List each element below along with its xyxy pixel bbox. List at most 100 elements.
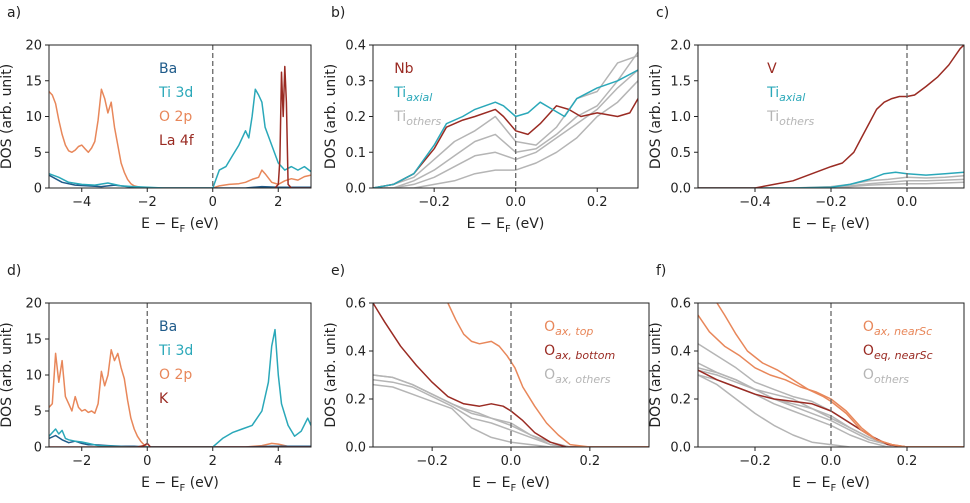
legend-text: O (544, 319, 555, 335)
x-tick-label: −4 (72, 195, 91, 210)
series-line-ti-3d (49, 328, 311, 447)
series-line-ti-others-2 (373, 51, 638, 188)
y-tick-label: 0 (34, 441, 42, 456)
y-tick-label: 0.0 (670, 182, 691, 197)
legend-entry: Oax, bottom (544, 343, 615, 362)
x-axis-label-sub: F (179, 224, 185, 235)
y-tick-label: 0.2 (345, 393, 366, 408)
panel-b: −0.2 0.0 0.2 0.0 0.1 0.2 0.3 0.4 E − EF (eV) DOS … (323, 5, 639, 235)
x-axis-label-main: E − E (141, 475, 179, 491)
x-tick-label: −0.2 (416, 454, 448, 469)
x-tick-label: −0.4 (739, 195, 771, 210)
y-tick-label: 10 (25, 369, 42, 384)
y-tick-label: 0.6 (670, 297, 691, 312)
panel-label: f) (656, 263, 666, 279)
y-tick-label: 0.0 (670, 441, 691, 456)
series-line-ba (49, 434, 311, 447)
series-line-ti-others-3 (373, 69, 638, 188)
x-tick-label: −2 (138, 195, 157, 210)
legend-entry: Oax, top (544, 319, 593, 338)
legend-text: Ba (159, 61, 177, 77)
y-axis-label: DOS (arb. unit) (323, 64, 339, 169)
legend-text: O (544, 367, 555, 383)
x-axis-label-unit: (eV) (185, 475, 219, 491)
y-tick-label: 5 (34, 146, 42, 161)
legend-text: V (767, 61, 777, 77)
series-line-ti-others-3 (698, 181, 964, 188)
series-group (698, 45, 964, 188)
legend-text: O (544, 343, 555, 359)
x-axis-label: E − EF (eV) (792, 216, 870, 235)
y-axis-label: DOS (arb. unit) (648, 64, 664, 169)
legend-text: O (863, 343, 874, 359)
x-tick-label: 4 (274, 454, 282, 469)
legend-entry: Tiaxial (766, 85, 805, 104)
series-line-v (698, 45, 964, 188)
legend-entry: Ti 3d (158, 85, 193, 101)
legend-entry: V (767, 61, 777, 77)
series-group (373, 303, 649, 447)
legend-text: Ti 3d (158, 85, 193, 101)
x-tick-label: 0.0 (501, 454, 522, 469)
legend-text: O (863, 367, 874, 383)
series-line-ba (49, 174, 311, 188)
x-axis-label-unit: (eV) (836, 475, 870, 491)
legend-entry: O 2p (159, 109, 192, 125)
y-tick-label: 0.0 (345, 182, 366, 197)
x-axis-label-main: E − E (792, 475, 830, 491)
legend-text: O 2p (159, 109, 192, 125)
y-tick-label: 0.1 (345, 146, 366, 161)
series-line-o-ax-others-3 (373, 374, 649, 447)
x-axis-label-sub: F (510, 483, 516, 494)
panel-d: −2 0 2 4 0 5 10 15 20 E − EF (eV) DOS (arb. unit) d… (0, 263, 312, 494)
legend-text: Ti (766, 85, 779, 101)
y-tick-label: 20 (25, 297, 42, 312)
legend-text: O (863, 319, 874, 335)
series-line-o-eq-nearsc (698, 369, 964, 447)
y-tick-label: 0 (34, 182, 42, 197)
legend-subscript: others (874, 373, 909, 386)
legend-text: Ti 3d (158, 343, 193, 359)
x-tick-label: 0.2 (580, 454, 601, 469)
series-line-o-2p (49, 88, 311, 188)
x-axis-label-main: E − E (141, 216, 179, 232)
y-tick-label: 20 (25, 39, 42, 54)
y-tick-label: 0.0 (345, 441, 366, 456)
series-line-la-4f (274, 65, 311, 188)
x-tick-label: 0.0 (505, 195, 526, 210)
legend-entry: Oothers (863, 367, 909, 386)
legend-entry: Tiothers (393, 109, 441, 128)
legend-entry: Nb (394, 61, 413, 77)
panel-label: b) (331, 5, 345, 21)
legend-entry: Ti 3d (158, 343, 193, 359)
y-tick-label: 15 (25, 333, 42, 348)
series-group (373, 51, 638, 188)
legend-entry: K (159, 391, 169, 407)
y-tick-label: 0.4 (345, 39, 366, 54)
legend-subscript: ax, top (555, 325, 593, 338)
series-line-ti-others-4 (373, 80, 638, 188)
x-axis-label-unit: (eV) (516, 475, 550, 491)
legend-subscript: ax, bottom (555, 349, 615, 362)
series-line-ti-axial (373, 69, 638, 188)
x-tick-label: −0.2 (739, 454, 771, 469)
y-tick-label: 0.4 (345, 345, 366, 360)
x-axis-label-main: E − E (467, 216, 505, 232)
legend-entry: Tiothers (766, 109, 814, 128)
y-tick-label: 1.5 (670, 74, 691, 89)
panel-f: −0.2 0.0 0.2 0.0 0.2 0.4 0.6 E − EF (eV) DOS (ar… (648, 263, 965, 494)
y-tick-label: 0.6 (345, 297, 366, 312)
x-axis-label-sub: F (830, 483, 836, 494)
legend-text: Ba (159, 319, 177, 335)
legend-entry: Ba (159, 319, 177, 335)
y-tick-label: 0.5 (670, 146, 691, 161)
panel-label: e) (331, 263, 345, 279)
y-tick-label: 0.3 (345, 74, 366, 89)
series-line-k (49, 442, 311, 447)
panel-label: c) (656, 5, 669, 21)
legend-entry: La 4f (159, 133, 195, 149)
x-axis-label-unit: (eV) (185, 216, 219, 232)
x-tick-label: −0.2 (815, 195, 847, 210)
legend-text: Ti (393, 85, 406, 101)
